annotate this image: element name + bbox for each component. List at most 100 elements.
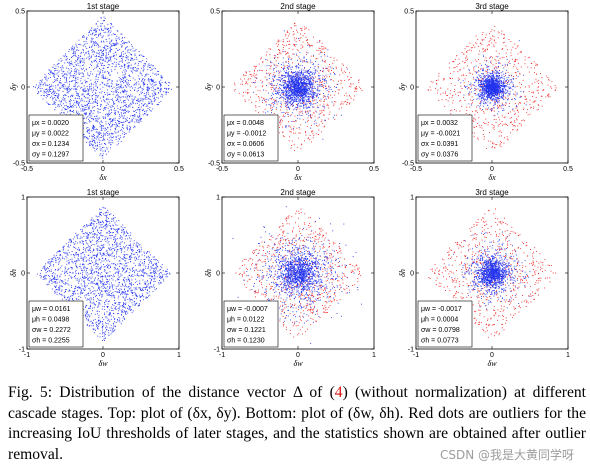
y-tick-label: -1 (19, 347, 25, 354)
x-tick-label: 1 (372, 352, 376, 359)
y-axis-label: δh (398, 269, 407, 277)
y-tick-label: -0.5 (402, 161, 414, 168)
figure: 1st stage -0.5 0 0.5 0.5 0 -0.5 δx δy μx = 0.0020… (5, 0, 584, 371)
x-tick-label: -0.5 (216, 166, 228, 173)
statistic-value: σh = 0.2255 (32, 338, 70, 345)
statistic-value: μy = -0.0021 (421, 131, 460, 138)
x-axis-label: δx (488, 173, 496, 182)
statistic-value: μw = 0.0161 (32, 306, 71, 313)
statistic-value: μw = -0.0007 (227, 306, 268, 313)
statistic-value: μx = 0.0020 (32, 120, 69, 127)
panel-title: 2nd stage (280, 2, 316, 11)
statistic-value: σx = 0.1234 (32, 141, 69, 148)
scatter-panel-top-3rd-stage: 3rd stage -0.5 0 0.5 0.5 0 -0.5 δx δy μx = 0.0032… (394, 0, 584, 185)
statistic-value: σw = 0.1221 (227, 327, 266, 334)
x-tick-label: 0 (490, 166, 494, 173)
scatter-panel-bottom-2nd-stage: 2nd stage -1 0 1 1 0 -1 δw δh μw = -0.0007 μh = 0.… (200, 186, 390, 371)
scatter-points (36, 206, 171, 341)
x-tick-label: 0.5 (369, 166, 379, 173)
statistic-value: σy = 0.0376 (421, 152, 458, 159)
scatter-panel-bottom-3rd-stage: 3rd stage -1 0 1 1 0 -1 δw δh μw = -0.0017 μh = 0.… (394, 186, 584, 371)
y-tick-label: -1 (408, 347, 414, 354)
x-tick-label: 1 (566, 352, 570, 359)
x-tick-label: 0 (490, 352, 494, 359)
statistics-box (223, 114, 279, 162)
scatter-plot-svg: 2nd stage -1 0 1 1 0 -1 δw δh μw = -0.0007 μh = 0.… (204, 188, 376, 368)
scatter-points (428, 208, 556, 338)
statistic-value: μy = 0.0022 (32, 131, 69, 138)
y-tick-label: 0 (21, 85, 25, 92)
y-tick-label: 0.5 (404, 9, 414, 16)
statistic-value: σy = 0.1297 (32, 152, 69, 159)
watermark: CSDN @我是大黄同学呀 (439, 448, 574, 462)
x-tick-label: 0.5 (563, 166, 573, 173)
y-axis-label: δy (398, 83, 407, 91)
x-axis-label: δw (293, 359, 303, 368)
statistic-value: σx = 0.0606 (227, 141, 264, 148)
panel-title: 1st stage (87, 2, 120, 11)
y-tick-label: -0.5 (13, 161, 25, 168)
panel-title: 2nd stage (280, 188, 316, 197)
equation-reference-link[interactable]: 4 (334, 384, 343, 401)
x-tick-label: 0 (101, 166, 105, 173)
scatter-plot-svg: 1st stage -1 0 1 1 0 -1 δw δh μw = 0.0161 μh = 0.0… (9, 188, 181, 368)
scatter-plot-svg: 2nd stage -0.5 0 0.5 0.5 0 -0.5 δx δy μx = 0.0048… (204, 2, 379, 182)
y-tick-label: 0.5 (15, 9, 25, 16)
statistic-value: μx = 0.0048 (227, 120, 264, 127)
statistic-value: μx = 0.0032 (421, 120, 458, 127)
y-tick-label: 0.5 (210, 9, 220, 16)
y-axis-label: δh (204, 269, 213, 277)
x-tick-label: -1 (24, 352, 30, 359)
statistics-box (28, 300, 84, 348)
statistic-value: μh = 0.0498 (32, 317, 69, 324)
statistic-value: σh = 0.1230 (227, 338, 265, 345)
x-tick-label: -1 (219, 352, 225, 359)
y-axis-label: δy (204, 83, 213, 91)
x-axis-label: δx (99, 173, 107, 182)
x-tick-label: -1 (413, 352, 419, 359)
panel-title: 3rd stage (475, 188, 509, 197)
scatter-panel-top-2nd-stage: 2nd stage -0.5 0 0.5 0.5 0 -0.5 δx δy μx = 0.0048… (200, 0, 390, 185)
y-axis-label: δh (9, 269, 18, 277)
statistics-box (417, 114, 473, 162)
scatter-plot-svg: 3rd stage -1 0 1 1 0 -1 δw δh μw = -0.0017 μh = 0.… (398, 188, 570, 368)
x-tick-label: 0.5 (174, 166, 184, 173)
statistic-value: σy = 0.0613 (227, 152, 264, 159)
caption-suffix: ) (without normalization) at different c… (8, 384, 587, 463)
scatter-panel-bottom-1st-stage: 1st stage -1 0 1 1 0 -1 δw δh μw = 0.0161 μh = 0.0… (5, 186, 195, 371)
panel-title: 3rd stage (475, 2, 509, 11)
statistic-value: μh = 0.0122 (227, 317, 264, 324)
y-tick-label: 0 (216, 271, 220, 278)
y-tick-label: -0.5 (208, 161, 220, 168)
y-axis-label: δy (9, 83, 18, 91)
y-tick-label: 0 (410, 85, 414, 92)
scatter-plot-svg: 1st stage -0.5 0 0.5 0.5 0 -0.5 δx δy μx = 0.0020… (9, 2, 184, 182)
caption-prefix: Fig. 5: Distribution of the distance vec… (8, 384, 335, 401)
y-tick-label: 1 (21, 195, 25, 202)
statistic-value: σw = 0.0798 (421, 327, 460, 334)
x-tick-label: 0 (101, 352, 105, 359)
statistic-value: μw = -0.0017 (421, 306, 462, 313)
y-tick-label: 0 (216, 85, 220, 92)
x-axis-label: δw (487, 359, 497, 368)
x-tick-label: -0.5 (21, 166, 33, 173)
statistic-value: μh = 0.0004 (421, 317, 458, 324)
statistic-value: σh = 0.0773 (421, 338, 459, 345)
y-tick-label: 1 (216, 195, 220, 202)
x-axis-label: δw (98, 359, 108, 368)
x-tick-label: 0 (296, 166, 300, 173)
statistics-box (223, 300, 279, 348)
y-tick-label: 0 (410, 271, 414, 278)
y-tick-label: 1 (410, 195, 414, 202)
statistic-value: σx = 0.0391 (421, 141, 458, 148)
statistics-box (417, 300, 473, 348)
x-tick-label: 1 (177, 352, 181, 359)
x-axis-label: δx (294, 173, 302, 182)
x-tick-label: -0.5 (410, 166, 422, 173)
y-tick-label: -1 (214, 347, 220, 354)
statistic-value: σw = 0.2272 (32, 327, 71, 334)
panel-title: 1st stage (87, 188, 120, 197)
statistics-box (28, 114, 84, 162)
scatter-panel-top-1st-stage: 1st stage -0.5 0 0.5 0.5 0 -0.5 δx δy μx = 0.0020… (5, 0, 195, 185)
scatter-points (427, 26, 557, 149)
